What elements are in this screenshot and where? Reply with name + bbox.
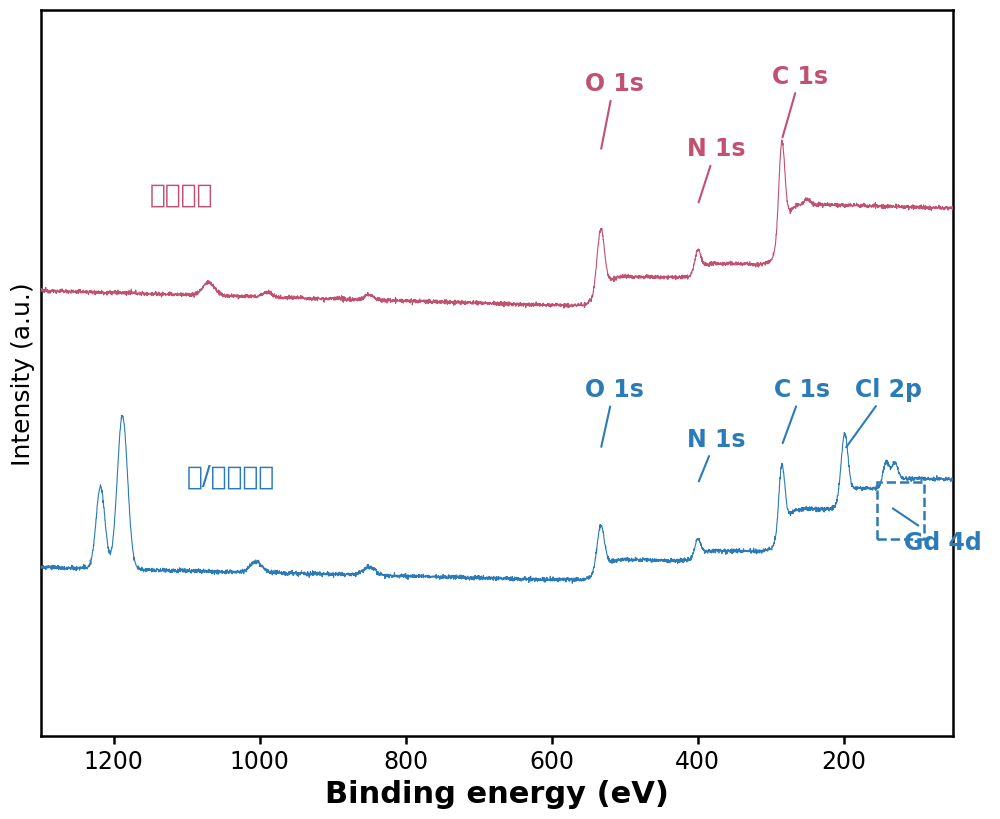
Text: N 1s: N 1s: [687, 137, 745, 203]
Y-axis label: Intensity (a.u.): Intensity (a.u.): [11, 282, 35, 465]
Bar: [877, 482, 924, 539]
Text: O 1s: O 1s: [585, 72, 643, 150]
Text: N 1s: N 1s: [687, 428, 745, 482]
Text: O 1s: O 1s: [585, 378, 643, 447]
Text: C 1s: C 1s: [774, 378, 830, 444]
Text: 天然皮革: 天然皮革: [150, 182, 214, 208]
Text: Gd 4d: Gd 4d: [893, 509, 981, 554]
Text: Cl 2p: Cl 2p: [846, 378, 922, 448]
Text: C 1s: C 1s: [772, 65, 828, 138]
Text: 遆/天然皮革: 遆/天然皮革: [187, 464, 275, 491]
X-axis label: Binding energy (eV): Binding energy (eV): [325, 779, 669, 808]
